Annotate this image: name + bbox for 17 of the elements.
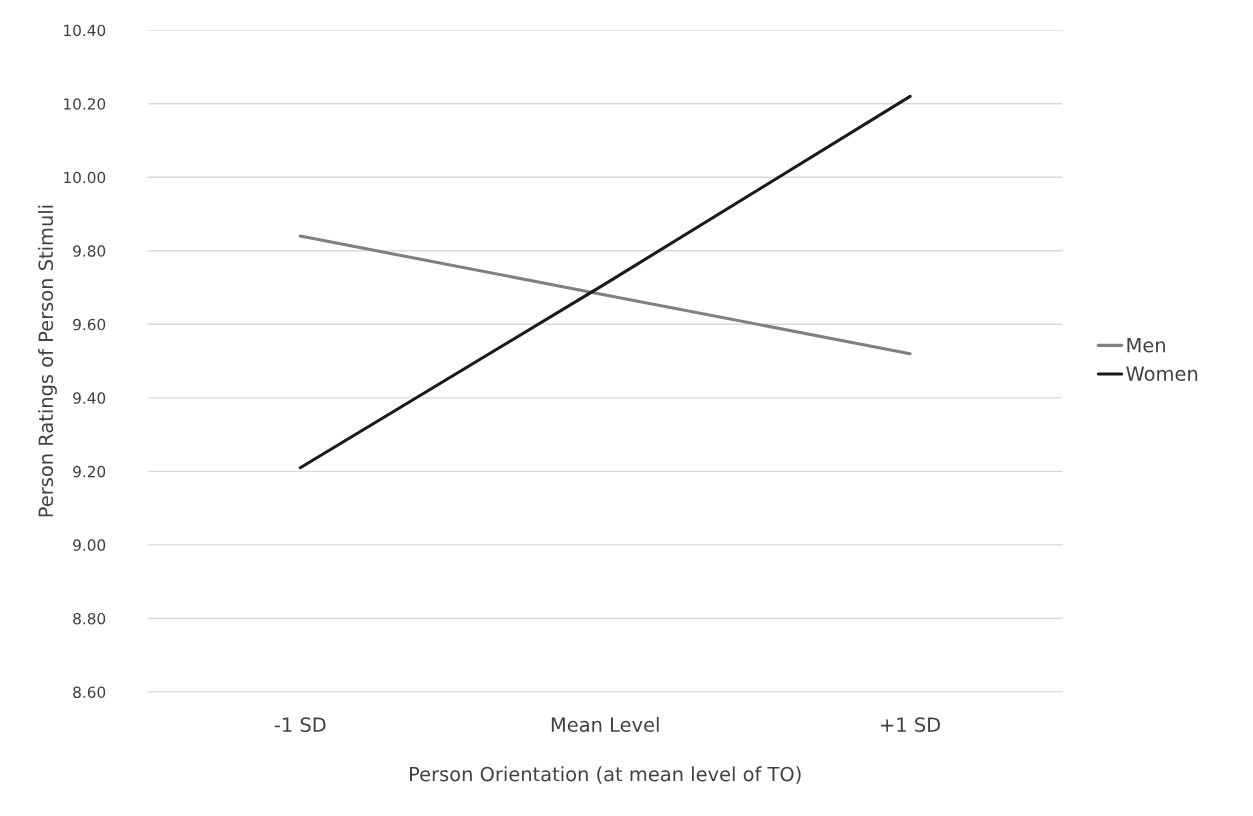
y-tick-label: 9.00 [73,539,106,551]
y-tick-label: 9.20 [73,465,106,478]
y-tick-label: 10.00 [64,171,106,184]
legend-label: Men [1127,338,1165,353]
y-tick-label: 10.40 [64,24,106,37]
x-axis-title: Person Orientation (at mean level of TO) [410,766,801,784]
y-tick-label: 9.80 [73,245,106,257]
y-tick-label: 8.60 [73,686,106,698]
legend-label: Women [1126,366,1198,381]
y-axis-title: Person Ratings of Person Stimuli [38,205,57,517]
x-tick-label: Mean Level [551,716,659,733]
x-tick-label: +1 SD [881,717,941,733]
x-tick-label: -1 SD [274,717,326,733]
y-tick-label: 9.40 [73,392,106,404]
y-tick-label: 9.60 [73,318,106,331]
y-tick-label: 8.80 [73,612,106,625]
y-tick-label: 10.20 [64,98,106,110]
